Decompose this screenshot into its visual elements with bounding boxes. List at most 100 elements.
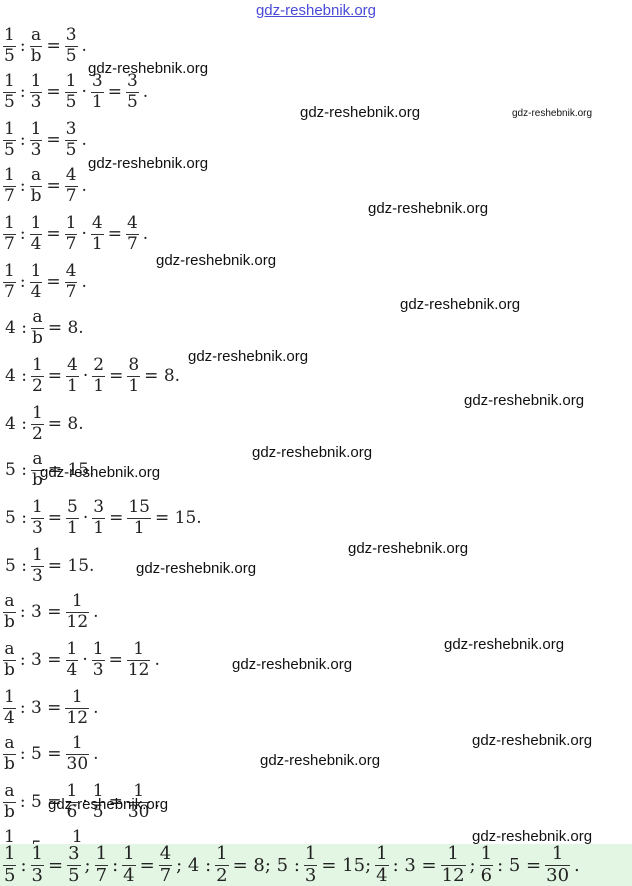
numerator: a [4,638,15,659]
denominator: 1 [91,91,103,112]
operator: : [112,854,119,876]
equation: 5 :1 3 = 15. [2,546,97,586]
fraction-bar [3,801,16,803]
denominator: 4 [30,281,42,302]
numerator: 1 [92,638,104,659]
operator: ; [84,854,91,876]
denominator: 5 [4,45,15,66]
fraction-bar [3,281,16,283]
denominator: 12 [127,659,150,680]
operator: = 15; [321,854,372,876]
numerator: 1 [31,354,43,375]
numerator: 1 [304,842,317,864]
numerator: 1 [30,118,42,139]
operator: 5 : [5,508,27,528]
denominator: 5 [4,91,15,112]
operator: 5 : [5,556,27,576]
numerator: 1 [133,638,145,659]
numerator: 1 [4,826,15,847]
fraction: 15 1 [127,498,151,538]
operator: = 8; 5 : [232,854,300,876]
fraction-bar [65,801,79,803]
numerator: 4 [67,354,78,375]
equation: 5 :1 3 = 5 1 · 3 1 = 15 1 = 15. [2,496,205,538]
fraction-bar [30,423,44,425]
equation-line: 1 5:1 3 = 3 5. [2,118,90,162]
fraction-bar [65,753,90,755]
denominator: 3 [31,864,43,886]
denominator: 5 [65,139,77,160]
denominator: 30 [127,801,150,822]
operator: : 3 = [19,698,62,718]
equation: 5 : a b = 15. [2,450,98,490]
watermark: gdz-reshebnik.org [472,732,593,749]
operator: = 8. [47,318,84,338]
fraction-bar [66,517,79,519]
operator: = [109,508,124,528]
equation-line: 5 :1 3 = 5 1 · 3 1 = 15 1 = 15. [2,496,205,540]
numerator: 2 [93,354,105,375]
numerator: 1 [66,638,78,659]
denominator: 12 [66,707,89,728]
operator: = [46,224,61,244]
numerator: 1 [551,842,564,864]
equation: 1 5:1 3 = 3 5. [2,118,90,160]
denominator: 3 [31,517,43,538]
operator: = [47,854,64,876]
watermark: gdz-reshebnik.org [368,200,489,217]
numerator: 1 [31,842,43,864]
answer-equation: 1 5:1 3 = 3 5; 1 7:1 4 = 4 7; 4 :1 2 = 8; 5 :1 3 = 15; 1… [2,842,583,886]
denominator: 6 [66,801,78,822]
denominator: 1 [93,517,105,538]
denominator: 3 [92,659,104,680]
denominator: 1 [133,517,145,538]
operator: . [93,602,99,622]
denominator: 7 [65,281,77,302]
denominator: 12 [441,864,465,886]
denominator: 1 [91,233,103,254]
fraction-bar [92,517,106,519]
operator: . [154,792,160,812]
operator: 4 : [5,318,27,338]
site-link[interactable]: gdz-reshebnik.org [255,2,377,19]
watermark: gdz-reshebnik.org [444,636,565,653]
numerator: 4 [126,212,138,233]
numerator: 3 [93,496,105,517]
equation-line: 4 :1 2 = 4 1 · 2 1 = 8 1 = 8. [2,354,183,398]
watermark: gdz-reshebnik.org [48,796,169,813]
denominator: 1 [93,375,105,396]
denominator: 1 [128,375,140,396]
fraction-bar [215,864,229,866]
equation: 4 :1 2 = 4 1 · 2 1 = 8 1 = 8. [2,354,183,396]
fraction-bar [65,611,90,613]
fraction-bar [64,139,78,141]
operator: . [154,650,160,670]
numerator: 1 [71,732,83,753]
numerator: 1 [31,402,43,423]
numerator: 1 [4,70,15,91]
fraction-bar [30,517,44,519]
fraction-bar [3,753,16,755]
operator: · [82,508,89,528]
numerator: 1 [95,842,108,864]
denominator: 7 [126,233,138,254]
equation-line: 4 : a b = 8. [2,306,87,350]
equation-line: 5 : a b = 15. [2,448,98,492]
